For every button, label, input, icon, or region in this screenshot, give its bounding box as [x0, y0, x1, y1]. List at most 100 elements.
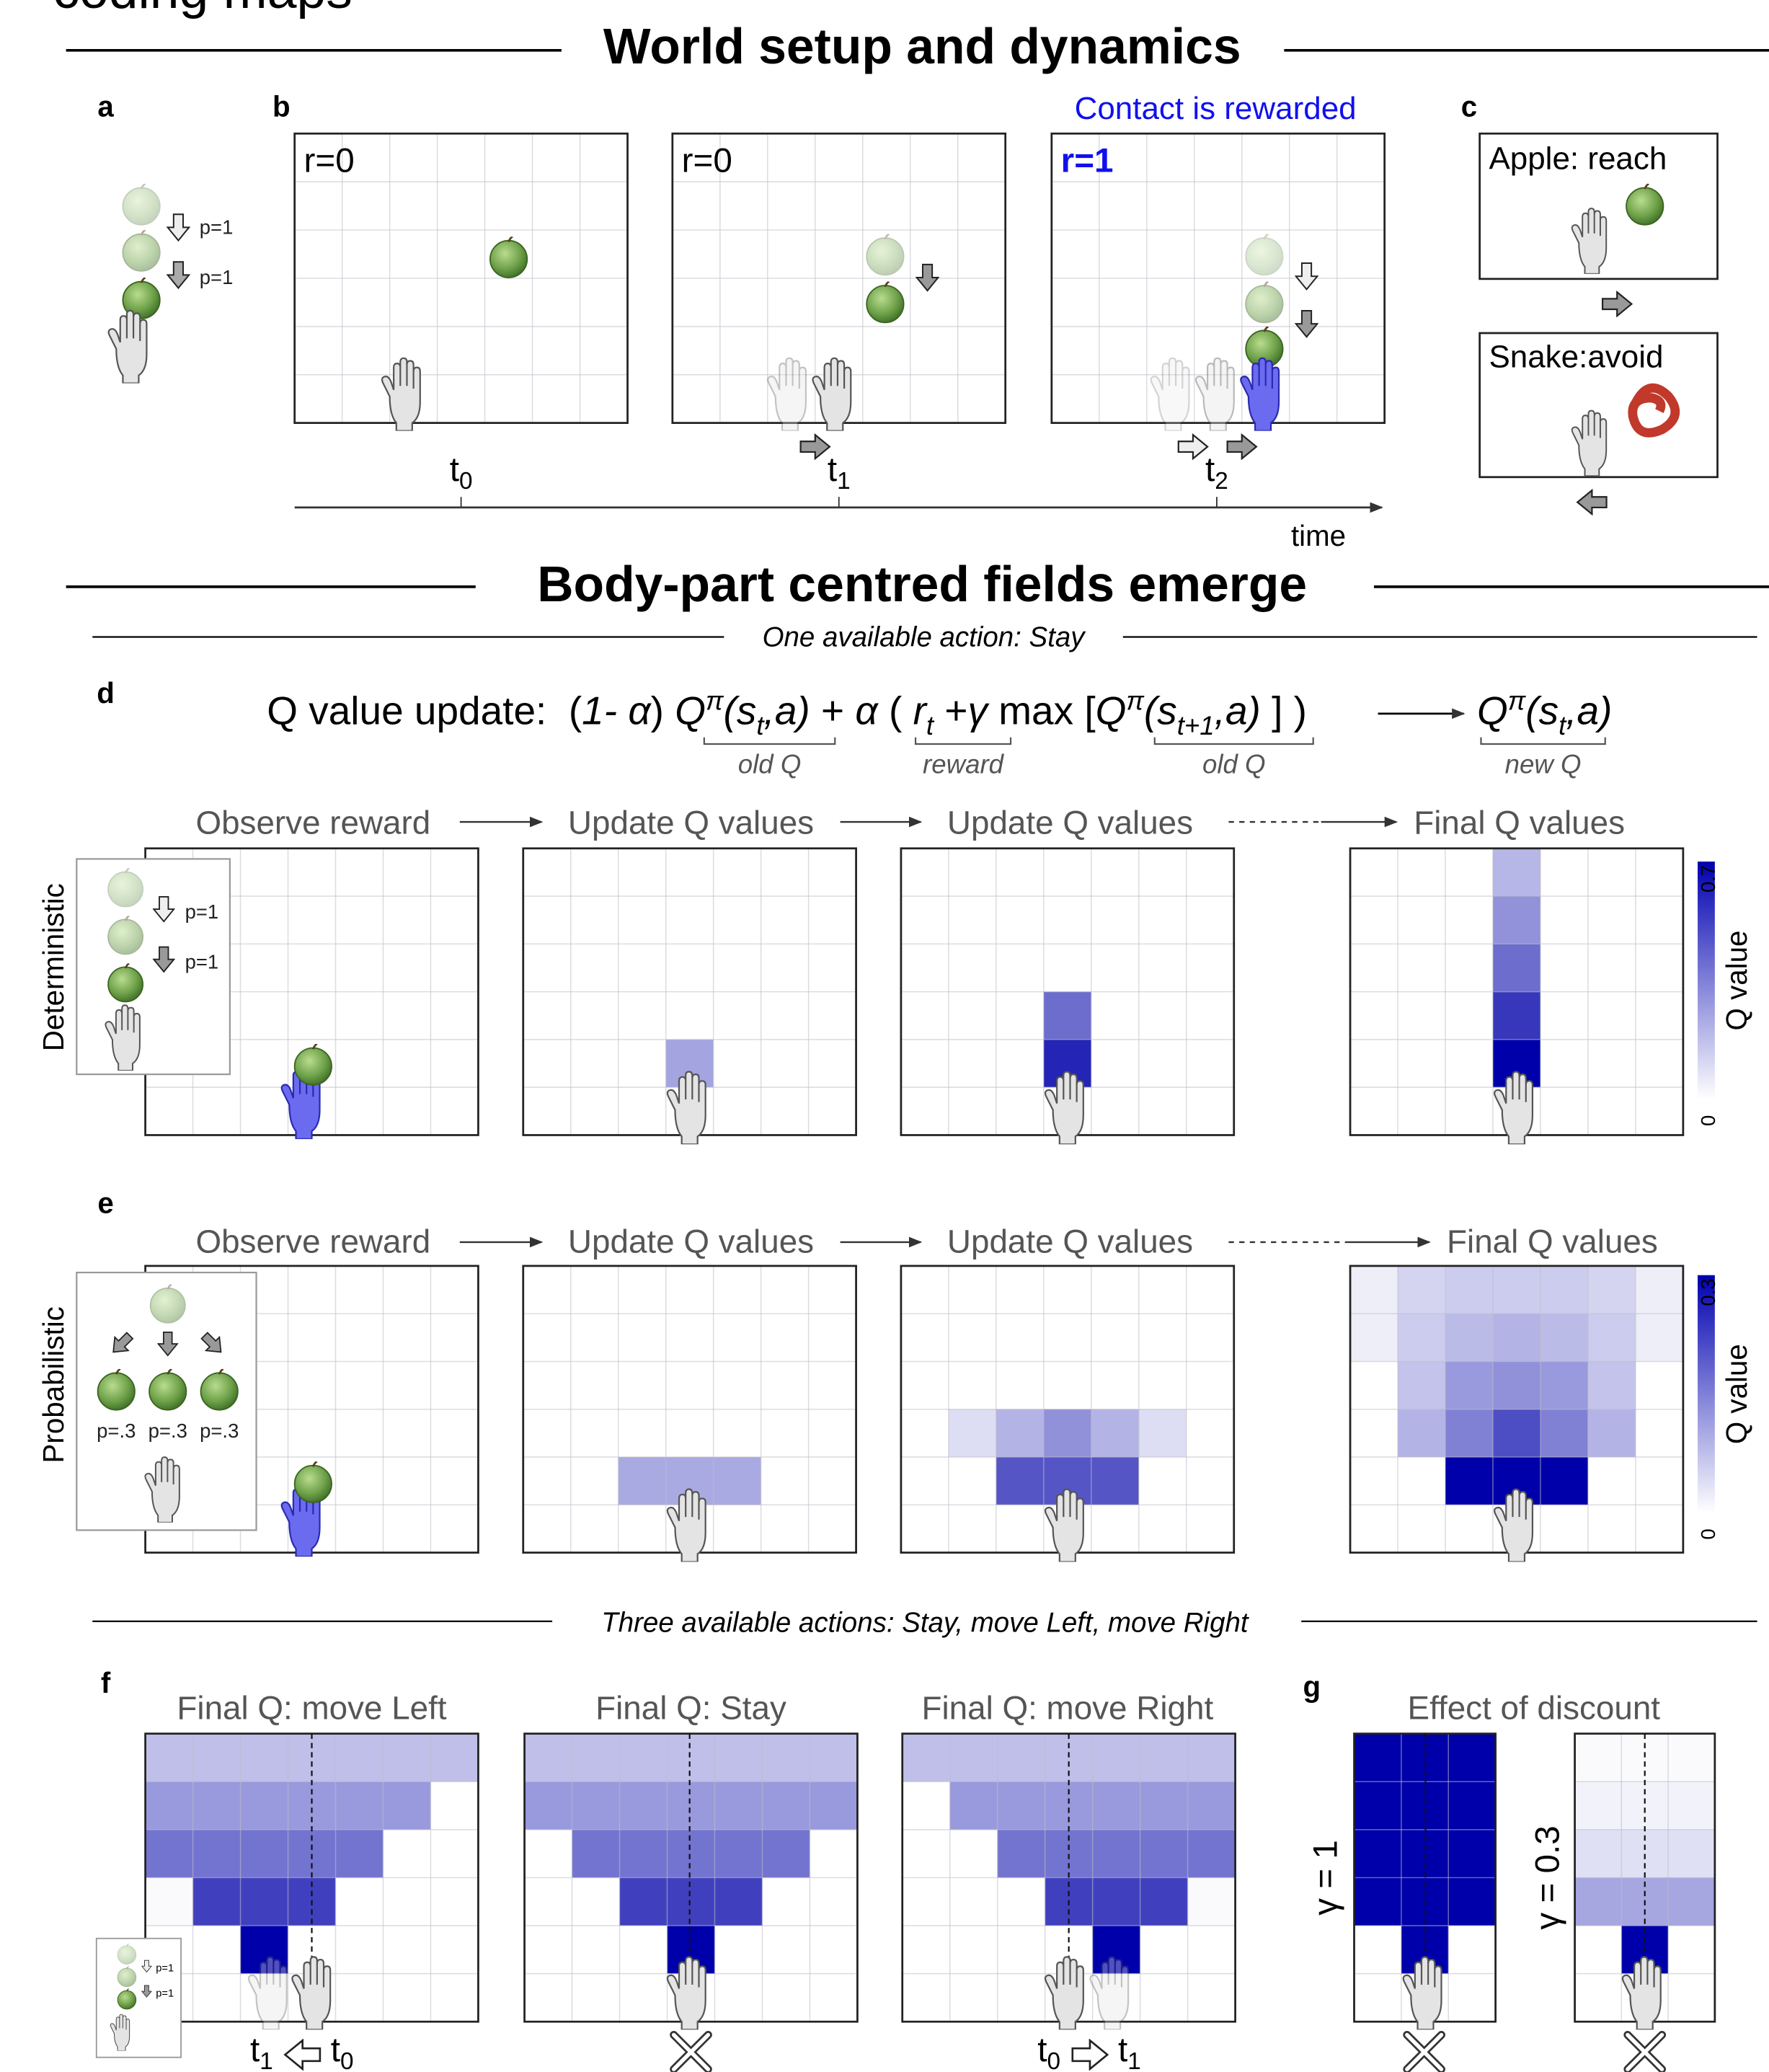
- base: t: [1205, 451, 1215, 489]
- heat-cell: [1044, 1361, 1092, 1409]
- heat-cell: [1445, 1505, 1494, 1553]
- heat-cell: [809, 1409, 857, 1458]
- heat-cell: [1398, 1314, 1446, 1362]
- heat-cell: [1355, 1974, 1402, 2022]
- heat-cell: [1445, 1266, 1494, 1314]
- subscript-label: t2: [1205, 451, 1228, 495]
- arrow-icon: [1296, 263, 1318, 289]
- heat-cell: [1398, 1040, 1446, 1088]
- heat-cell: [1187, 849, 1235, 897]
- heat-cell: [1355, 1781, 1402, 1830]
- heat-cell: [1588, 1040, 1636, 1088]
- heat-cell: [383, 1974, 431, 2022]
- heat-cell: [523, 1505, 572, 1553]
- heat-cell: [1091, 1040, 1140, 1088]
- label: Observe reward: [195, 805, 430, 841]
- heat-cell: [571, 1361, 619, 1409]
- equation-part: Q value update: (: [267, 688, 582, 732]
- heat-cell: [1588, 1314, 1636, 1362]
- heat-cell: [1140, 1877, 1189, 1926]
- heat-cell: [1044, 1409, 1092, 1458]
- heat-cell: [714, 1409, 762, 1458]
- arrow-icon: [917, 265, 939, 291]
- heat-cell: [761, 1266, 810, 1314]
- heat-cell: [949, 992, 997, 1040]
- heat-cell: [1668, 1877, 1715, 1926]
- heat-cell: [193, 1974, 241, 2022]
- heat-cell: [1575, 1781, 1622, 1830]
- heat-cell: [430, 1926, 479, 1974]
- heat-cell: [714, 1830, 763, 1878]
- heat-cell: [1636, 944, 1684, 992]
- heat-cell: [146, 1734, 194, 1782]
- heat-cell: [1091, 992, 1140, 1040]
- heat-cell: [714, 896, 762, 944]
- heat-cell: [1636, 849, 1684, 897]
- heat-cell: [1448, 1781, 1496, 1830]
- heat-cell: [666, 944, 714, 992]
- heat-cell: [809, 896, 857, 944]
- heat-cell: [762, 1781, 810, 1830]
- heat-cell: [1668, 1926, 1715, 1974]
- heat-cell: [714, 849, 762, 897]
- heat-cell: [903, 1781, 951, 1830]
- subsection-title: One available action: Stay: [763, 621, 1087, 652]
- subscript: 1: [1127, 2048, 1141, 2072]
- hand-icon: [1151, 358, 1189, 431]
- equation-part: ,a): [1215, 688, 1261, 732]
- heat-cell: [1540, 1505, 1589, 1553]
- heat-cell: [1350, 1361, 1398, 1409]
- label: Observe reward: [195, 1223, 430, 1260]
- base: t: [1118, 2031, 1127, 2069]
- label: Final Q: move Left: [177, 1690, 446, 1727]
- heat-cell: [996, 944, 1045, 992]
- heat-cell: [810, 1734, 858, 1782]
- equation-part: Q: [675, 688, 706, 732]
- heat-cell: [620, 1781, 668, 1830]
- arrow-icon: [285, 2040, 319, 2069]
- apple-icon: [295, 1044, 332, 1085]
- label: Effect of discount: [1408, 1690, 1661, 1727]
- heat-cell: [714, 1457, 762, 1505]
- heat-cell: [949, 1040, 997, 1088]
- heat-cell: [383, 1734, 431, 1782]
- heat-cell: [1588, 1457, 1636, 1505]
- label: Q value: [1721, 931, 1753, 1031]
- heat-cell: [1588, 992, 1636, 1040]
- heat-cell: [996, 1087, 1045, 1135]
- heat-cell: [809, 992, 857, 1040]
- heat-cell: [949, 1087, 997, 1135]
- heat-cell: [1540, 1457, 1589, 1505]
- heat-cell: [809, 1314, 857, 1362]
- equation-part: ,a): [764, 688, 810, 732]
- heat-cell: [949, 849, 997, 897]
- heat-cell: [810, 1781, 858, 1830]
- heat-cell: [1350, 1505, 1398, 1553]
- heat-cell: [950, 1830, 998, 1878]
- heat-cell: [1187, 1361, 1235, 1409]
- heat-cell: [901, 1505, 949, 1553]
- heat-cell: [1636, 1505, 1684, 1553]
- equation: Q value update: (1- α) Qπ(st,a) + α ( rt…: [267, 686, 1307, 740]
- equation-part: (s: [1144, 688, 1177, 732]
- heat-cell: [1445, 1040, 1494, 1088]
- heat-cell: [1445, 1087, 1494, 1135]
- heat-cell: [810, 1926, 858, 1974]
- label: a: [97, 90, 114, 123]
- heat-cell: [1398, 849, 1446, 897]
- hand-icon: [109, 311, 147, 384]
- heat-cell: [1575, 1734, 1622, 1782]
- heat-cell: [571, 1505, 619, 1553]
- heat-cell: [1540, 849, 1589, 897]
- heat-cell: [1140, 1734, 1189, 1782]
- heat-cell: [1493, 1361, 1541, 1409]
- label: b: [272, 90, 291, 123]
- label: Final Q values: [1414, 805, 1625, 841]
- heat-cell: [1445, 896, 1494, 944]
- subscript: 1: [260, 2048, 273, 2072]
- heat-cell: [668, 1781, 716, 1830]
- heat-cell: [1540, 896, 1589, 944]
- equation-part: π: [706, 686, 724, 715]
- hand-icon: [768, 358, 806, 431]
- heat-cell: [1588, 1361, 1636, 1409]
